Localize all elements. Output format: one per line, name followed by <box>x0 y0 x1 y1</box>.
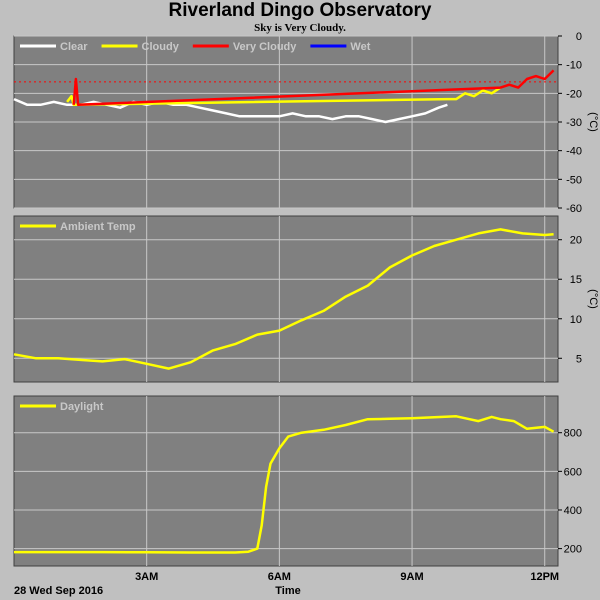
y-tick-label: -20 <box>566 88 582 100</box>
chart-panel-1: 0 -10 -20 -30 -40 -50 -60 (°C) Clear Cloudy Very C… <box>13 31 599 215</box>
series-line <box>66 86 502 107</box>
series-line <box>14 415 555 554</box>
legend-label: Cloudy <box>142 41 180 53</box>
page-title: Riverland Dingo Observatory <box>168 0 432 21</box>
y-axis-label: (°C) <box>587 289 599 309</box>
y-tick-label: 400 <box>564 505 582 517</box>
x-tick-label: 12PM <box>530 571 559 583</box>
y-tick-label: -10 <box>566 60 582 72</box>
legend-label: Very Cloudy <box>233 41 297 53</box>
series-line <box>72 69 555 107</box>
series-line <box>13 228 554 370</box>
y-tick-label: -60 <box>566 203 582 215</box>
x-tick-label: 6AM <box>268 571 291 583</box>
legend-label: Wet <box>350 41 370 53</box>
y-axis-label: (°C) <box>587 112 599 132</box>
chart-panel-3: 3AM 6AM 9AM 12PM 200 400 600 800 Daylight <box>13 395 582 583</box>
y-tick-label: 600 <box>564 466 582 478</box>
legend-label: Ambient Temp <box>60 221 136 233</box>
y-tick-label: -30 <box>566 117 582 129</box>
y-tick-label: 0 <box>576 31 582 43</box>
y-tick-label: 20 <box>570 235 582 247</box>
plot-area <box>13 395 559 567</box>
y-tick-label: 10 <box>570 314 582 326</box>
x-tick-label: 9AM <box>400 571 423 583</box>
legend-label: Clear <box>60 41 88 53</box>
date-label: 28 Wed Sep 2016 <box>14 585 103 597</box>
plot-area <box>13 215 559 383</box>
y-tick-label: -50 <box>566 174 582 186</box>
y-tick-label: 15 <box>570 274 582 286</box>
y-tick-label: 800 <box>564 428 582 440</box>
x-axis-label: Time <box>275 585 300 597</box>
x-tick-label: 3AM <box>135 571 158 583</box>
y-tick-label: -40 <box>566 146 582 158</box>
y-tick-label: 5 <box>576 353 582 365</box>
chart-panel-2: 5 10 15 20 (°C) Ambient Temp <box>13 215 599 383</box>
y-tick-label: 200 <box>564 544 582 556</box>
legend-label: Daylight <box>60 401 104 413</box>
sky-status: Sky is Very Cloudy. <box>254 22 346 34</box>
